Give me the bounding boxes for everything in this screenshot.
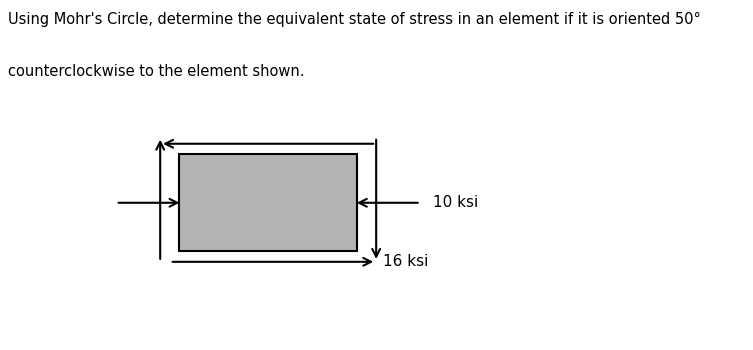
Text: Using Mohr's Circle, determine the equivalent state of stress in an element if i: Using Mohr's Circle, determine the equiv… xyxy=(8,12,700,27)
Text: 16 ksi: 16 ksi xyxy=(383,254,428,269)
Bar xyxy=(179,154,357,251)
Text: counterclockwise to the element shown.: counterclockwise to the element shown. xyxy=(8,64,304,79)
Text: 10 ksi: 10 ksi xyxy=(433,195,479,210)
